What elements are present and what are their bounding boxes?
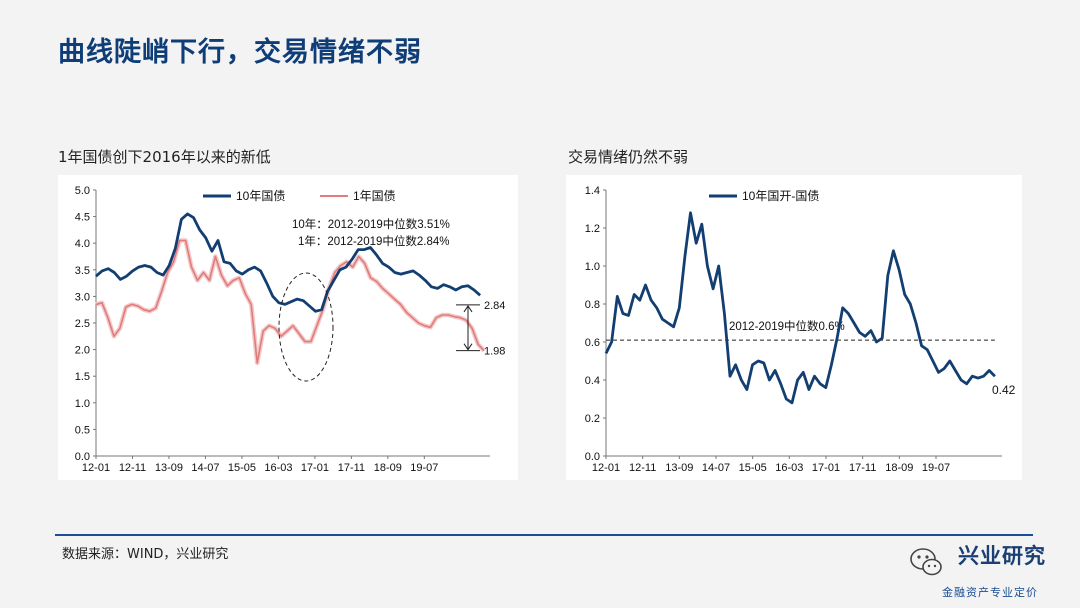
right-chart-subtitle: 交易情绪仍然不弱	[568, 148, 689, 166]
median-reference-label: 2012-2019中位数0.6%	[729, 319, 845, 333]
gap-arrow-head-up	[463, 305, 473, 313]
y-tick-label: 2.0	[75, 345, 90, 357]
x-tick-label: 16-03	[264, 462, 292, 474]
x-tick-label: 12-11	[629, 462, 656, 474]
x-tick-label: 18-09	[374, 462, 402, 474]
y-tick-label: 0.0	[585, 451, 600, 463]
highlight-ellipse	[278, 272, 334, 382]
data-source: 数据来源：WIND，兴业研究	[62, 547, 229, 562]
page-title: 曲线陡峭下行，交易情绪不弱	[58, 37, 422, 68]
left-chart-subtitle: 1年国债创下2016年以来的新低	[58, 148, 271, 166]
value-label-2-84: 2.84	[484, 300, 505, 312]
legend-spread-label: 10年国开-国债	[742, 189, 819, 203]
logo-tagline: 金融资产专业定价	[942, 586, 1038, 599]
gap-arrow-head-down	[463, 343, 473, 351]
value-label-1-98: 1.98	[484, 346, 505, 358]
series-10y-line	[95, 212, 482, 313]
legend-1y-label: 1年国债	[353, 189, 396, 203]
annotation-1y-median: 1年：2012-2019中位数2.84%	[298, 234, 450, 248]
y-tick-label: 3.5	[75, 265, 90, 277]
x-tick-label: 15-05	[228, 462, 256, 474]
y-tick-label: 0.2	[585, 413, 600, 425]
y-tick-label: 1.5	[75, 371, 90, 383]
x-tick-label: 13-09	[155, 462, 183, 474]
x-tick-label: 12-01	[82, 462, 110, 474]
x-tick-label: 12-01	[592, 462, 620, 474]
y-tick-label: 0.6	[585, 337, 600, 349]
spread-chart: 0.0 0.2 0.4 0.6 0.8 1.0 1.2 1.4 12-01 12-11 13-09 1…	[585, 185, 1016, 474]
legend-10y-label: 10年国债	[236, 189, 285, 203]
left-chart-panel: 0.0 0.5 1.0 1.5 2.0 2.5 3.0 3.5 4.0 4.5 5.0 12-01 12…	[58, 175, 518, 480]
x-tick-label: 15-05	[739, 462, 767, 474]
x-tick-label: 17-01	[301, 462, 329, 474]
x-tick-label: 13-09	[665, 462, 693, 474]
x-tick-label: 16-03	[775, 462, 803, 474]
y-tick-label: 3.0	[75, 291, 90, 303]
y-tick-label: 0.4	[585, 375, 600, 387]
footer-divider	[55, 534, 1033, 536]
x-tick-label: 18-09	[885, 462, 913, 474]
x-tick-label: 12-11	[119, 462, 146, 474]
y-tick-label: 0.0	[75, 451, 90, 463]
y-tick-label: 1.0	[75, 398, 90, 410]
y-tick-label: 1.0	[585, 261, 600, 273]
y-tick-label: 2.5	[75, 318, 90, 330]
series-1y-line	[95, 239, 485, 364]
y-tick-label: 1.2	[585, 223, 600, 235]
x-tick-label: 19-07	[922, 462, 950, 474]
wechat-icon	[910, 548, 942, 576]
y-tick-label: 0.8	[585, 299, 600, 311]
series-spread-line	[604, 211, 996, 405]
x-tick-label: 14-07	[191, 462, 219, 474]
y-tick-label: 4.5	[75, 212, 90, 224]
right-chart-panel: 0.0 0.2 0.4 0.6 0.8 1.0 1.2 1.4 12-01 12-11 13-09 1…	[566, 175, 1022, 480]
x-tick-label: 14-07	[702, 462, 730, 474]
y-tick-label: 1.4	[585, 185, 600, 197]
annotation-10y-median: 10年：2012-2019中位数3.51%	[292, 217, 450, 231]
x-tick-label: 17-11	[849, 462, 876, 474]
y-tick-label: 4.0	[75, 238, 90, 250]
x-tick-label: 17-11	[338, 462, 365, 474]
x-tick-label: 17-01	[812, 462, 840, 474]
y-tick-label: 0.5	[75, 424, 90, 436]
y-tick-label: 5.0	[75, 185, 90, 197]
treasury-yield-chart: 0.0 0.5 1.0 1.5 2.0 2.5 3.0 3.5 4.0 4.5 5.0 12-01 12…	[75, 185, 506, 474]
end-value-label: 0.42	[992, 383, 1016, 397]
logo-name: 兴业研究	[958, 543, 1046, 568]
x-tick-label: 19-07	[410, 462, 438, 474]
brand-logo: 兴业研究 金融资产专业定价	[900, 540, 1070, 604]
